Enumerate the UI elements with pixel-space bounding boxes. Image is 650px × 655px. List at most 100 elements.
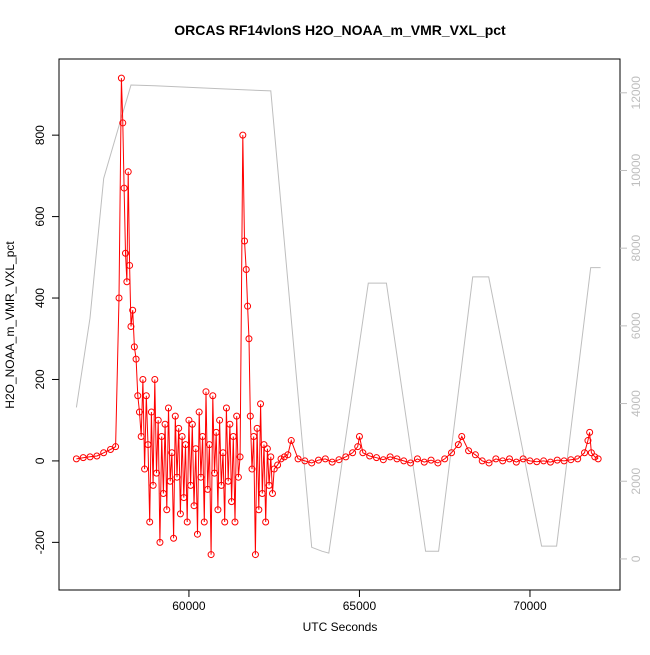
data-point — [207, 551, 215, 559]
data-point — [100, 449, 108, 457]
y-tick-label: 200 — [33, 369, 47, 389]
data-point — [301, 457, 309, 465]
data-point — [366, 452, 374, 460]
data-point — [180, 494, 188, 502]
data-point — [591, 453, 599, 461]
data-point — [245, 335, 253, 343]
data-point — [214, 506, 222, 514]
data-point — [294, 455, 302, 463]
chart-title: ORCAS RF14vlonS H2O_NOAA_m_VMR_VXL_pct — [174, 22, 506, 38]
data-point — [151, 375, 159, 383]
data-point — [221, 518, 229, 526]
data-point — [246, 412, 254, 420]
data-point — [159, 489, 167, 497]
data-point — [236, 453, 244, 461]
data-point — [229, 432, 237, 440]
data-point — [546, 458, 554, 466]
data-point — [280, 453, 288, 461]
data-point — [170, 534, 178, 542]
data-point — [222, 404, 230, 412]
data-point — [166, 477, 174, 485]
data-point — [79, 454, 87, 462]
data-point — [242, 266, 250, 274]
data-point — [492, 455, 500, 463]
y-axis-label: H2O_NOAA_m_VMR_VXL_pct — [3, 241, 17, 409]
data-point — [277, 455, 285, 463]
data-point — [257, 400, 265, 408]
y2-tick-label: 8000 — [629, 235, 643, 262]
data-point — [321, 455, 329, 463]
data-point — [260, 441, 268, 449]
data-point — [211, 469, 219, 477]
data-point — [253, 424, 261, 432]
data-point — [141, 465, 149, 473]
data-point — [161, 420, 169, 428]
y-tick-label: 600 — [33, 206, 47, 226]
data-point — [144, 441, 152, 449]
data-point — [122, 249, 130, 257]
x-tick-label: 60000 — [172, 599, 206, 613]
data-point — [413, 455, 421, 463]
data-point — [239, 131, 247, 139]
data-point — [586, 428, 594, 436]
data-point — [188, 420, 196, 428]
data-point — [454, 441, 462, 449]
data-point — [120, 184, 128, 192]
data-point — [268, 489, 276, 497]
data-point — [574, 455, 582, 463]
data-point — [587, 449, 595, 457]
data-point — [526, 457, 534, 465]
data-point — [132, 355, 140, 363]
data-point — [205, 441, 213, 449]
data-point — [185, 416, 193, 424]
data-point — [241, 237, 249, 245]
data-point — [335, 456, 343, 464]
y-tick-label: 0 — [33, 457, 47, 464]
y2-tick-label: 4000 — [629, 390, 643, 417]
data-point — [123, 278, 131, 286]
data-point — [135, 408, 143, 416]
data-point — [267, 453, 275, 461]
data-point — [519, 455, 527, 463]
y2-tick-label: 12000 — [629, 76, 643, 110]
data-point — [200, 518, 208, 526]
data-point — [263, 445, 271, 453]
data-point — [212, 428, 220, 436]
data-point — [129, 306, 137, 314]
data-point — [342, 453, 350, 461]
data-point — [441, 455, 449, 463]
data-point — [407, 459, 415, 467]
x-tick-label: 70000 — [513, 599, 547, 613]
y2-tick-label: 0 — [629, 555, 643, 562]
y2-tick-label: 10000 — [629, 153, 643, 187]
data-point — [192, 445, 200, 453]
data-point — [183, 518, 191, 526]
data-point — [127, 323, 135, 331]
data-point — [117, 74, 125, 82]
data-point — [540, 457, 548, 465]
data-point — [594, 455, 602, 463]
data-point — [72, 455, 80, 463]
data-point — [287, 437, 295, 445]
y-tick-label: 800 — [33, 125, 47, 145]
data-point — [512, 458, 520, 466]
data-point — [142, 392, 150, 400]
data-point — [86, 453, 94, 461]
data-point — [533, 458, 541, 466]
data-point — [328, 458, 336, 466]
data-point — [224, 477, 232, 485]
data-point — [195, 408, 203, 416]
data-point — [112, 443, 120, 451]
data-point — [171, 412, 179, 420]
data-point — [115, 294, 123, 302]
data-point — [471, 451, 479, 459]
data-point — [197, 473, 205, 481]
data-point — [146, 518, 154, 526]
data-point — [234, 473, 242, 481]
data-point — [182, 441, 190, 449]
data-point — [147, 408, 155, 416]
data-point — [393, 455, 401, 463]
data-point — [400, 457, 408, 465]
data-point — [231, 518, 239, 526]
data-point — [262, 518, 270, 526]
